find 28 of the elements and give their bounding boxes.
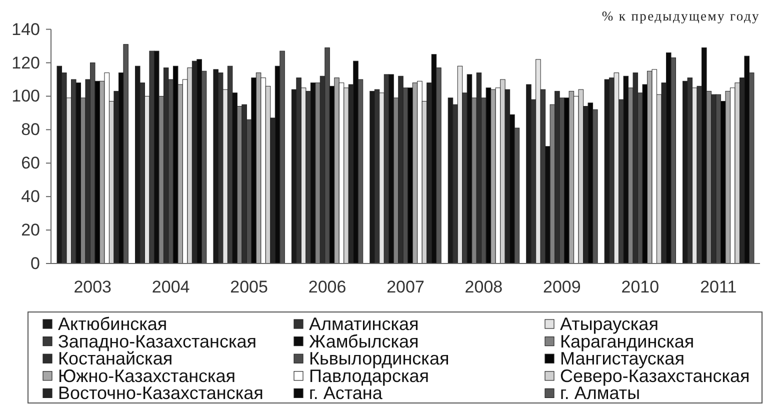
y-tick-label: 140 bbox=[12, 20, 40, 39]
y-tick-label: 100 bbox=[12, 86, 40, 106]
x-tick-label: 2010 bbox=[621, 278, 660, 296]
y-axis-title: % к предыдущему году bbox=[602, 8, 760, 24]
y-tick-label: 120 bbox=[12, 53, 40, 72]
bar bbox=[526, 84, 532, 264]
legend-label: Атырауская bbox=[560, 314, 658, 334]
x-tick-label: 2006 bbox=[308, 278, 346, 296]
x-tick-label: 2009 bbox=[543, 278, 581, 296]
x-tick-label: 2007 bbox=[386, 278, 424, 296]
x-tick-label: 2003 bbox=[74, 278, 112, 296]
y-tick-label: 60 bbox=[21, 154, 40, 173]
bar bbox=[604, 79, 610, 264]
legend-label: Алматинская bbox=[309, 314, 419, 334]
x-tick-label: 2005 bbox=[230, 278, 268, 296]
y-tick-label: 40 bbox=[21, 187, 40, 206]
y-tick-label: 80 bbox=[21, 120, 40, 140]
legend-label: Восточно-Казахстанская bbox=[58, 383, 264, 404]
x-tick-label: 2008 bbox=[464, 278, 503, 296]
y-tick-label: 0 bbox=[30, 254, 40, 273]
x-tick-label: 2011 bbox=[700, 278, 737, 296]
legend-label: Жамбылская bbox=[309, 331, 419, 352]
legend-label: Актюбинская bbox=[58, 314, 168, 334]
legend-label: Южно-Казахстанская bbox=[58, 366, 236, 386]
legend-label: Кьвылординская bbox=[309, 348, 450, 369]
y-tick-label: 20 bbox=[21, 220, 40, 240]
legend-label: Западно-Казахстанская bbox=[58, 331, 256, 352]
x-tick-label: 2004 bbox=[152, 278, 190, 296]
